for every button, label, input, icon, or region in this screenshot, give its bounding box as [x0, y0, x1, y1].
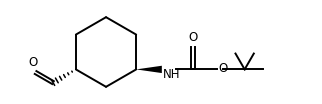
Text: O: O [218, 62, 228, 75]
Text: O: O [28, 56, 37, 69]
Text: O: O [188, 32, 198, 45]
Polygon shape [136, 66, 162, 73]
Text: NH: NH [163, 68, 181, 81]
